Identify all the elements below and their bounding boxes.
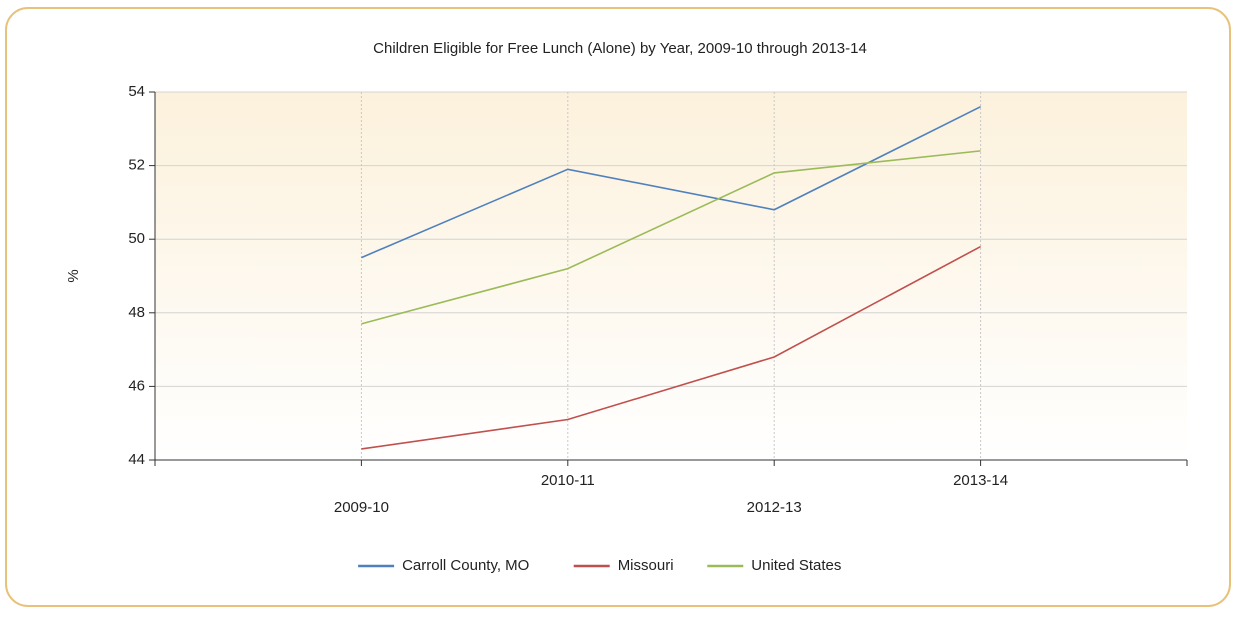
line-series (361, 245, 981, 450)
x-tick-label: 2012-13 (747, 499, 802, 516)
y-tick-label: 50 (128, 230, 145, 247)
x-tick-label: 2010-11 (541, 472, 595, 489)
y-tick-label: 46 (128, 377, 145, 394)
y-tick-label: 44 (128, 451, 145, 468)
line-series (361, 150, 981, 325)
legend-label: Missouri (618, 557, 674, 574)
y-axis-label: % (65, 269, 82, 282)
y-tick-label: 52 (128, 157, 145, 174)
plot-area (155, 92, 1187, 460)
line-series (361, 106, 981, 259)
y-tick-label: 54 (128, 83, 145, 100)
legend-label: Carroll County, MO (402, 557, 529, 574)
x-tick-label: 2009-10 (334, 499, 389, 516)
chart-title: Children Eligible for Free Lunch (Alone)… (373, 40, 867, 57)
y-tick-label: 48 (128, 304, 145, 321)
legend-label: United States (751, 557, 841, 574)
x-tick-label: 2013-14 (953, 472, 1008, 489)
